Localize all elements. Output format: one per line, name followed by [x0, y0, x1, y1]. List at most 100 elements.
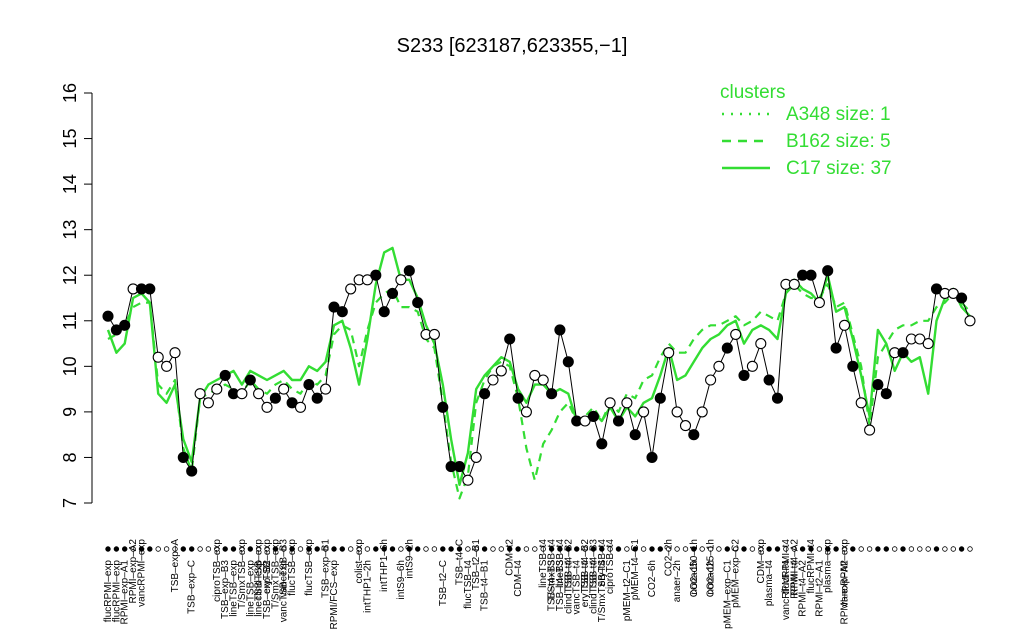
rug-mark: [674, 546, 680, 552]
x-tick-label: RPMI–t2–A1: [814, 560, 825, 617]
rug-mark: [599, 546, 605, 552]
rug-mark: [917, 546, 923, 552]
data-point: [378, 306, 390, 318]
rug-mark: [498, 546, 504, 552]
rug-mark: [707, 546, 714, 552]
data-point: [947, 287, 959, 299]
rug-mark: [398, 546, 404, 552]
x-tick-label: TSB–exp–B3: [220, 560, 231, 619]
rug-mark: [465, 546, 471, 552]
rug-mark: [515, 546, 521, 552]
data-point: [914, 333, 926, 345]
x-tick-label: pMEM–exp–C2: [731, 539, 742, 608]
y-tick-label: 11: [60, 311, 80, 330]
data-point: [286, 397, 298, 409]
data-point: [395, 274, 407, 286]
data-point: [638, 406, 650, 418]
x-tick-label: T/SmxTSB–exp: [270, 539, 281, 609]
rug-mark: [222, 546, 228, 552]
data-point: [746, 360, 758, 372]
data-point: [755, 338, 767, 350]
data-point: [713, 360, 725, 372]
x-tick-label: TSB–exp–C: [187, 560, 198, 614]
x-tick-label: vancTSB–t4: [572, 560, 583, 615]
x-tick-label: CO2–2h: [664, 539, 675, 576]
legend-label: C17 size: 37: [786, 158, 892, 179]
rug-mark: [440, 546, 446, 552]
y-tick-label: 10: [60, 356, 80, 376]
rug-mark: [456, 546, 463, 552]
rug-mark: [314, 546, 320, 552]
rug-mark: [264, 546, 270, 552]
rug-mark: [749, 546, 756, 552]
rug-mark: [900, 546, 906, 552]
rug-mark: [699, 546, 705, 552]
data-point: [119, 319, 131, 331]
rug-mark: [540, 546, 546, 552]
rug-mark: [138, 546, 145, 552]
chart-title: S233 [623187,623355,−1]: [397, 35, 628, 57]
x-tick-label: RPMI–exp–A2: [840, 560, 851, 625]
x-tick-label: CO2–1h: [706, 560, 717, 597]
data-point: [479, 388, 491, 400]
data-point: [428, 328, 440, 340]
rug-mark: [607, 546, 613, 552]
data-point: [512, 392, 524, 404]
data-point: [278, 383, 290, 395]
data-point: [763, 374, 775, 386]
x-tick-label: vancTSB–exp: [279, 560, 290, 623]
data-point: [320, 383, 332, 395]
data-point: [194, 388, 206, 400]
data-point: [169, 347, 181, 359]
y-tick-label: 12: [60, 265, 80, 285]
data-point: [453, 461, 466, 473]
rug-mark: [958, 546, 965, 552]
data-point: [880, 388, 892, 400]
data-point: [261, 401, 273, 413]
rug-mark: [348, 546, 354, 552]
data-point: [805, 269, 817, 281]
legend-title: clusters: [720, 82, 785, 103]
x-tick-label: intS9–6h: [396, 560, 407, 599]
x-tick-label: TSB–exp–B1: [321, 539, 332, 598]
x-tick-label: ciproTSB–exp: [212, 539, 223, 602]
rug-mark: [197, 546, 203, 552]
series-line-solid: [106, 246, 971, 486]
data-point: [529, 369, 541, 381]
data-point: [537, 374, 549, 386]
x-tick-label: T/SmxTSB–exp: [237, 539, 248, 609]
rug-mark: [289, 546, 295, 552]
rug-mark: [624, 546, 630, 552]
rug-mark: [649, 546, 655, 552]
data-point: [386, 287, 399, 299]
data-point: [504, 333, 516, 345]
rug-mark: [883, 546, 889, 552]
data-point: [336, 306, 348, 318]
data-point: [202, 397, 214, 409]
data-point: [328, 301, 340, 313]
x-tick-label: TSB–exp–B2: [262, 560, 273, 619]
rug-mark: [532, 546, 538, 552]
rug-mark: [833, 546, 839, 552]
x-tick-label: nonad50–1h: [689, 539, 700, 595]
data-point: [679, 420, 692, 432]
data-point: [872, 379, 884, 391]
rug-mark: [431, 546, 438, 552]
x-tick-label: T/SmxTSB–t4: [547, 539, 558, 602]
x-tick-label: intS9–2h: [404, 539, 415, 578]
data-point: [930, 283, 943, 295]
data-point: [520, 406, 532, 418]
rug-mark: [816, 546, 823, 552]
rug-mark: [297, 546, 304, 552]
data-point: [437, 401, 449, 413]
data-point: [956, 292, 968, 304]
x-tick-label: RPMI/FCS–exp: [329, 560, 340, 630]
rug-mark: [733, 546, 739, 552]
rug-mark: [582, 546, 588, 552]
x-tick-label: RPMI–t4–A2: [798, 560, 809, 617]
data-point: [964, 315, 976, 327]
y-tick-label: 14: [60, 174, 80, 194]
x-tick-label: TSB–exp–A: [170, 539, 181, 593]
x-tick-label: CO2–6h: [647, 560, 658, 597]
rug-mark: [272, 546, 279, 552]
